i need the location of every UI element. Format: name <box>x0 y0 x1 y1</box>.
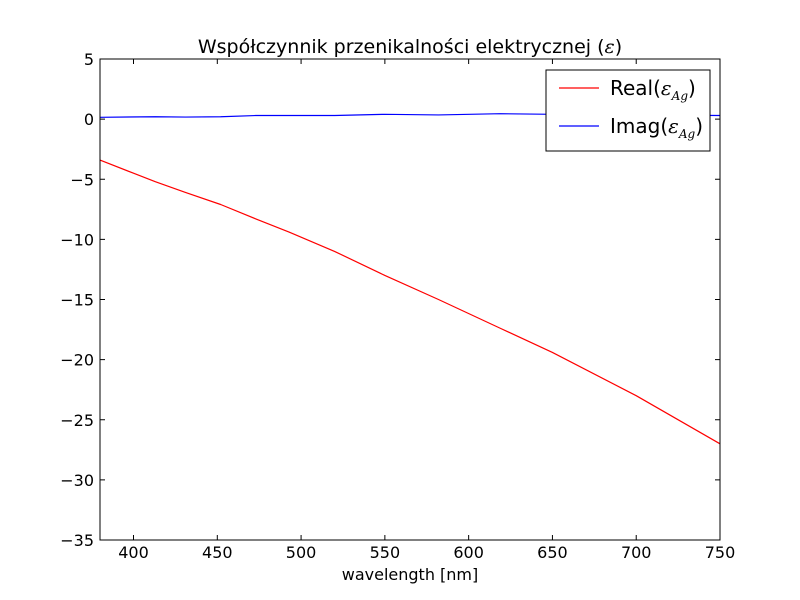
legend-real-prefix: Real( <box>610 76 661 100</box>
x-tick-label: 600 <box>453 543 484 562</box>
y-tick-label: 0 <box>84 110 94 129</box>
title-prefix: Współczynnik przenikalności elektrycznej… <box>198 36 605 58</box>
y-tick-label: −5 <box>70 170 94 189</box>
chart-title: Współczynnik przenikalności elektrycznej… <box>198 36 622 58</box>
y-tick-label: −30 <box>60 471 94 490</box>
y-tick-label: −20 <box>60 351 94 370</box>
legend-imag-suffix: ) <box>695 114 703 138</box>
y-tick-label: −10 <box>60 230 94 249</box>
x-tick-label: 500 <box>286 543 317 562</box>
legend-real-suffix: ) <box>688 76 696 100</box>
y-tick-label: −25 <box>60 411 94 430</box>
x-axis: 400 450 500 550 600 650 700 750 <box>118 59 735 562</box>
legend-imag-subscript: Ag <box>678 127 696 141</box>
x-axis-label: wavelength [nm] <box>342 565 479 584</box>
x-tick-label: 650 <box>537 543 568 562</box>
x-tick-label: 700 <box>621 543 652 562</box>
legend: Real(εAg) Imag(εAg) <box>545 69 711 152</box>
legend-imag-symbol: ε <box>668 114 679 138</box>
title-suffix: ) <box>615 36 622 58</box>
legend-real-subscript: Ag <box>671 89 689 103</box>
y-tick-label: 5 <box>84 50 94 69</box>
x-tick-label: 400 <box>118 543 149 562</box>
series-line-real <box>99 159 721 445</box>
legend-label-real: Real(εAg) <box>610 76 696 103</box>
y-axis: 5 0 −5 −10 −15 −20 −25 −30 −35 <box>60 50 720 550</box>
legend-real-symbol: ε <box>661 76 672 100</box>
title-symbol: ε <box>605 36 615 58</box>
y-tick-label: −15 <box>60 291 94 310</box>
x-tick-label: 750 <box>705 543 736 562</box>
x-tick-label: 550 <box>370 543 401 562</box>
legend-box <box>545 69 711 152</box>
x-tick-label: 450 <box>202 543 233 562</box>
legend-label-imag: Imag(εAg) <box>610 114 703 141</box>
legend-imag-prefix: Imag( <box>610 114 668 138</box>
y-tick-label: −35 <box>60 531 94 550</box>
